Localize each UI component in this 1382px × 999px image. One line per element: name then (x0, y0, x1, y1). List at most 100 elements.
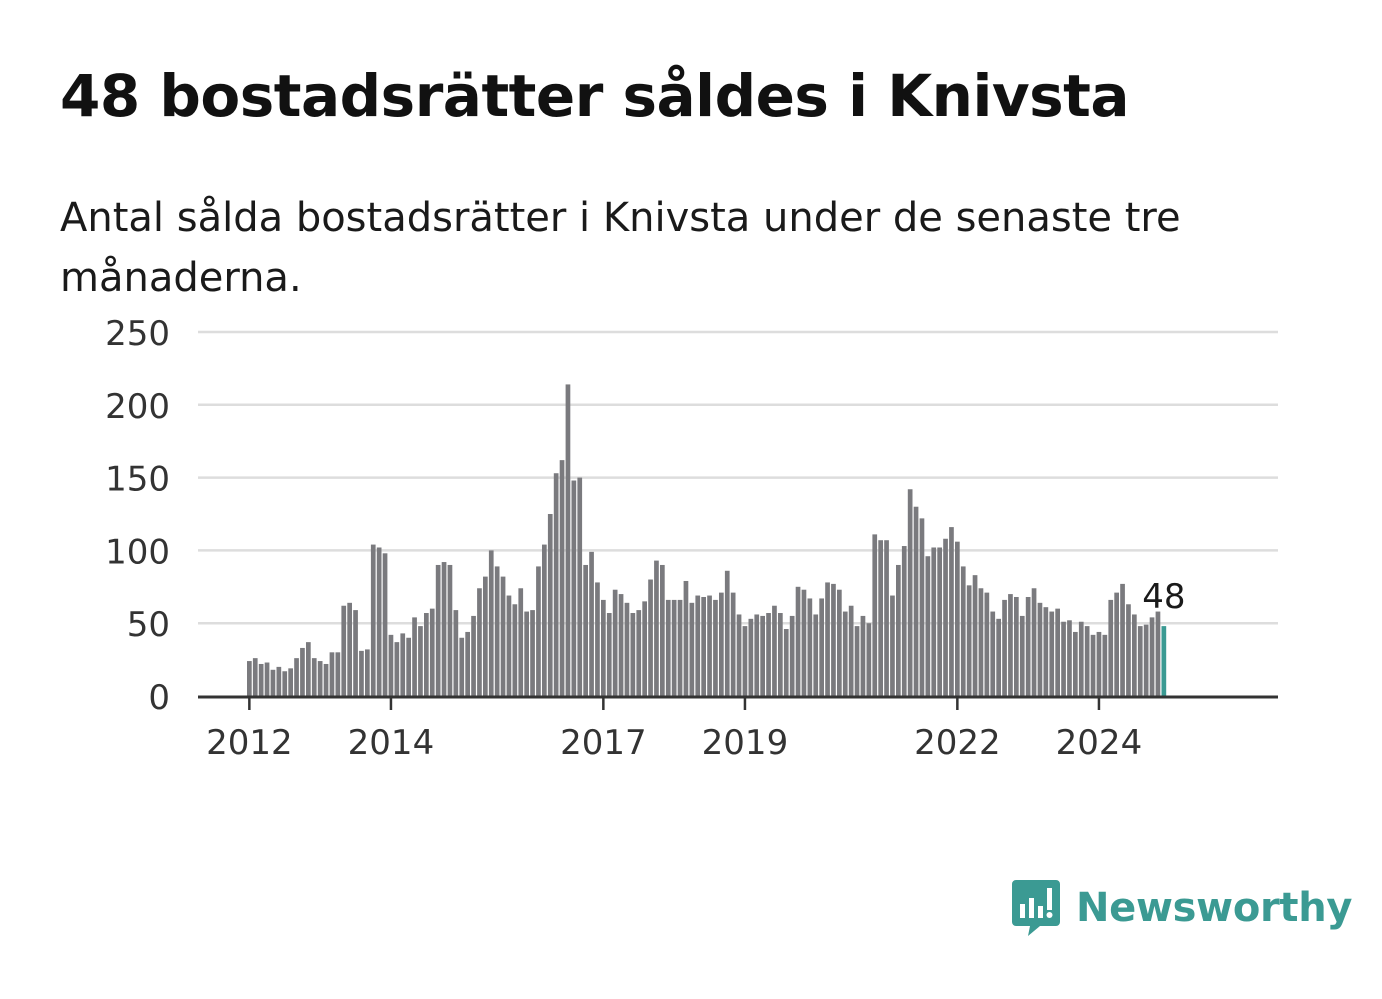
bar (542, 544, 547, 696)
bar (553, 473, 559, 696)
bar (1055, 608, 1060, 696)
bar (1037, 602, 1043, 696)
bar (1014, 596, 1019, 696)
bar (901, 546, 907, 696)
bar (317, 661, 323, 696)
bar (943, 538, 948, 696)
brand-name: Newsworthy (1076, 885, 1353, 931)
bar (453, 610, 459, 696)
chart-speech-bubble-icon (1012, 880, 1060, 936)
bar (990, 611, 996, 696)
bar (1120, 583, 1125, 696)
x-tick-label: 2024 (1056, 723, 1143, 763)
bar (949, 527, 954, 696)
bar (636, 610, 642, 696)
x-axis-ticks: 2012 2014 2017 2019 2022 2024 (206, 696, 1142, 763)
bar (683, 580, 689, 696)
bar (258, 663, 264, 696)
bar (424, 613, 429, 696)
bar (601, 599, 606, 696)
bar (931, 547, 937, 696)
bar (878, 540, 883, 696)
bar (695, 595, 701, 696)
bar (518, 588, 524, 696)
bar (595, 582, 600, 696)
bar (624, 602, 630, 696)
bar (530, 610, 535, 696)
bar (1149, 617, 1155, 696)
bar (819, 598, 824, 696)
y-tick-label: 0 (148, 678, 170, 718)
bar (866, 623, 872, 696)
bar (565, 384, 571, 696)
bar (524, 611, 529, 696)
bar (783, 629, 789, 696)
bar (347, 602, 352, 696)
bar (571, 480, 577, 696)
bar (1155, 611, 1161, 696)
bar (388, 634, 394, 696)
bar (713, 599, 718, 696)
bar (772, 605, 777, 696)
bar (778, 613, 783, 696)
bar (689, 602, 695, 696)
bar (276, 666, 282, 696)
last-value-annotation: 48 (1142, 577, 1185, 617)
bar (500, 576, 506, 696)
bar (766, 613, 771, 696)
bar (748, 618, 754, 696)
bar (754, 614, 760, 696)
bar (288, 668, 293, 696)
y-tick-label: 250 (105, 314, 170, 354)
bar (1008, 594, 1013, 696)
bar (760, 615, 765, 696)
bar (247, 661, 252, 696)
bar (488, 550, 494, 696)
bar (400, 633, 406, 696)
bar (294, 658, 299, 696)
bar (642, 601, 647, 696)
bar (1025, 596, 1031, 696)
bar (730, 592, 736, 696)
bar (978, 588, 984, 696)
bar (282, 671, 288, 696)
bar (341, 605, 347, 696)
bar (837, 589, 842, 696)
bar (512, 604, 518, 696)
bar (477, 588, 482, 696)
bar (376, 547, 382, 696)
bar (1002, 599, 1007, 696)
bar (742, 626, 748, 696)
y-tick-label: 100 (105, 532, 170, 572)
bar (884, 540, 889, 696)
bar (996, 618, 1001, 696)
y-axis-ticks: 0 50 100 150 200 250 (105, 314, 170, 718)
y-tick-label: 50 (127, 605, 170, 645)
bar (925, 556, 931, 696)
page-title: 48 bostadsrätter såldes i Knivsta (60, 62, 1130, 130)
bar (300, 647, 305, 696)
bar (648, 579, 653, 696)
bar (618, 594, 624, 696)
bar (359, 650, 364, 696)
bar (1078, 621, 1084, 696)
bar (848, 605, 854, 696)
bar (465, 631, 470, 696)
bar (429, 608, 435, 696)
bar (311, 658, 317, 696)
bar (671, 599, 677, 696)
x-tick-label: 2019 (702, 723, 789, 763)
bar (719, 592, 724, 696)
bar (494, 566, 500, 696)
bar (937, 547, 942, 696)
bar (807, 598, 813, 696)
x-tick-label: 2014 (348, 723, 435, 763)
bar (270, 669, 276, 696)
bar (919, 518, 925, 696)
bar (795, 586, 801, 696)
chart-subtitle: Antal sålda bostadsrätter i Knivsta unde… (60, 195, 1181, 301)
bar (441, 562, 447, 696)
bar (707, 595, 712, 696)
bar (972, 575, 978, 696)
bar (630, 613, 636, 696)
